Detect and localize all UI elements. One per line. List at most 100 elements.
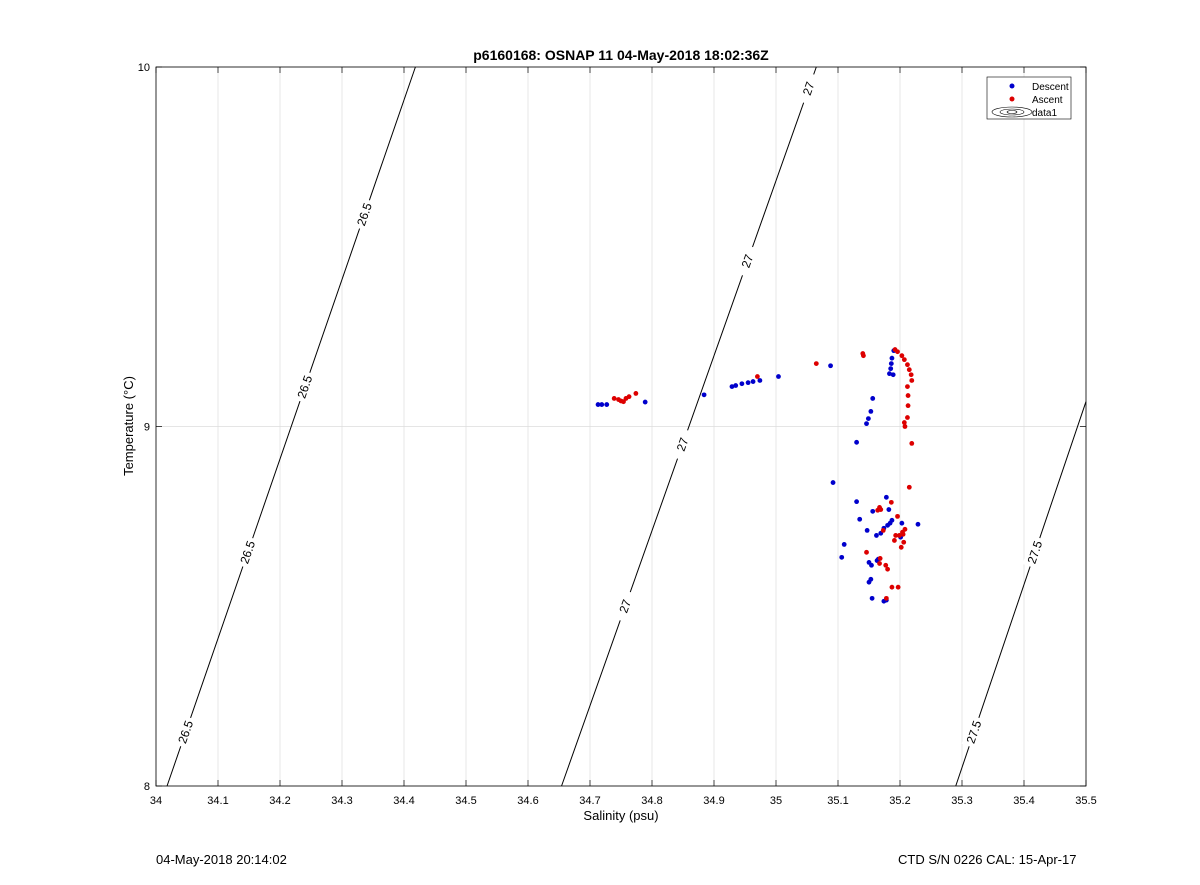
ascent-point (899, 353, 905, 359)
x-tick-label: 35.4 (1013, 795, 1034, 807)
descent-point (745, 380, 751, 386)
contour-label-background (961, 715, 987, 749)
x-axis-label: Salinity (psu) (583, 808, 658, 823)
y-tick-label: 8 (144, 781, 150, 793)
footer-timestamp: 04-May-2018 20:14:02 (156, 852, 287, 867)
descent-point (870, 508, 876, 514)
ascent-point (883, 595, 889, 601)
contour-label-background (1022, 535, 1048, 570)
x-tick-label: 34.1 (207, 795, 228, 807)
ascent-point (905, 362, 910, 368)
ascent-point (864, 549, 869, 555)
x-tick-label: 34.6 (517, 795, 538, 807)
y-tick-label: 10 (138, 62, 150, 74)
descent-point (888, 366, 894, 372)
legend-data1-label: data1 (1032, 108, 1057, 119)
descent-point (830, 480, 836, 485)
contour-label-background (796, 71, 822, 106)
descent-point (757, 378, 763, 383)
contour-label: 26.5 (292, 370, 318, 404)
x-tick-label: 34.9 (703, 795, 724, 807)
contour-label-background (235, 535, 261, 570)
descent-point (776, 374, 781, 379)
x-tick-label: 34 (150, 795, 162, 807)
ascent-point (883, 562, 889, 568)
contour-label-background (352, 197, 377, 232)
x-tick-label: 35.2 (889, 795, 910, 807)
ascent-point (877, 561, 882, 566)
descent-point (701, 392, 707, 398)
descent-point (899, 520, 905, 526)
x-tick-label: 35.1 (827, 795, 848, 807)
density-contours: 26.5 26.5 26.5 26.5 27 27 27 27 27.5 27.5 (166, 66, 1087, 787)
descent-point (883, 494, 889, 500)
ascent-point (909, 440, 915, 446)
ascent-point (901, 420, 907, 425)
descent-point (854, 439, 859, 445)
descent-point (885, 522, 890, 528)
legend: Descent Ascent data1 (986, 76, 1072, 120)
ascent-point (905, 393, 911, 398)
descent-point (866, 559, 872, 565)
contour-label: 27 (796, 71, 822, 106)
ascent-point (877, 556, 883, 561)
descent-point (828, 363, 833, 369)
legend-box (986, 76, 1072, 120)
axis-ticks: 34 34.1 34.2 34.3 34.4 34.5 34.6 34.7 34.8 34.9 35… (138, 62, 1097, 807)
contour-label-background (173, 715, 199, 749)
ascent-point (861, 353, 866, 359)
isopycnal-line (166, 66, 416, 787)
descent-point (604, 402, 610, 407)
footer-ctd-calibration: CTD S/N 0226 CAL: 15-Apr-17 (898, 852, 1077, 867)
ascent-point (633, 391, 639, 396)
descent-point (887, 371, 892, 377)
legend-descent-marker (1009, 83, 1015, 89)
ascent-point (905, 415, 910, 420)
y-tick-label: 9 (144, 422, 150, 434)
x-tick-label: 35.3 (951, 795, 972, 807)
ascent-point (898, 544, 904, 550)
ascent-point (611, 396, 617, 401)
x-tick-label: 34.8 (641, 795, 662, 807)
x-tick-label: 35.5 (1075, 795, 1096, 807)
contour-label-text: 27 (674, 436, 692, 454)
descent-point (886, 507, 892, 512)
ascent-point (895, 584, 901, 590)
contour-label-background (612, 589, 638, 624)
contour-label: 26.5 (352, 197, 377, 232)
ascent-point (885, 566, 890, 572)
descent-point (750, 379, 756, 384)
descent-point (642, 399, 648, 405)
ascent-point (900, 531, 906, 537)
descent-point (865, 416, 871, 421)
x-tick-label: 34.3 (331, 795, 352, 807)
descent-point (729, 384, 735, 389)
descent-point (870, 396, 876, 401)
y-axis-label: Temperature (°C) (121, 376, 136, 476)
ascent-point (901, 357, 907, 363)
descent-point (869, 595, 875, 601)
contour-label-text: 27 (739, 252, 757, 270)
isopycnal-line (561, 66, 817, 787)
contour-label-background (734, 244, 761, 278)
x-tick-label: 34.7 (579, 795, 600, 807)
ascent-point (892, 538, 897, 543)
ascent-point (901, 539, 907, 545)
x-tick-label: 34.2 (269, 795, 290, 807)
descent-point (864, 527, 870, 533)
descent-point (733, 383, 739, 388)
descent-point (888, 361, 894, 366)
ascent-point (878, 507, 884, 512)
contour-label: 26.5 (173, 715, 199, 749)
descent-point (889, 355, 895, 361)
ascent-point (621, 399, 626, 405)
ascent-point (813, 361, 819, 366)
contour-label-text: 27 (800, 80, 818, 98)
contour-label: 27.5 (1022, 535, 1048, 570)
descent-point (839, 554, 845, 560)
contour-label-background (292, 370, 318, 404)
ascent-point (893, 533, 899, 538)
contour-label-text: 27 (616, 597, 634, 615)
contour-label: 27 (612, 589, 638, 624)
descent-point (739, 381, 745, 387)
